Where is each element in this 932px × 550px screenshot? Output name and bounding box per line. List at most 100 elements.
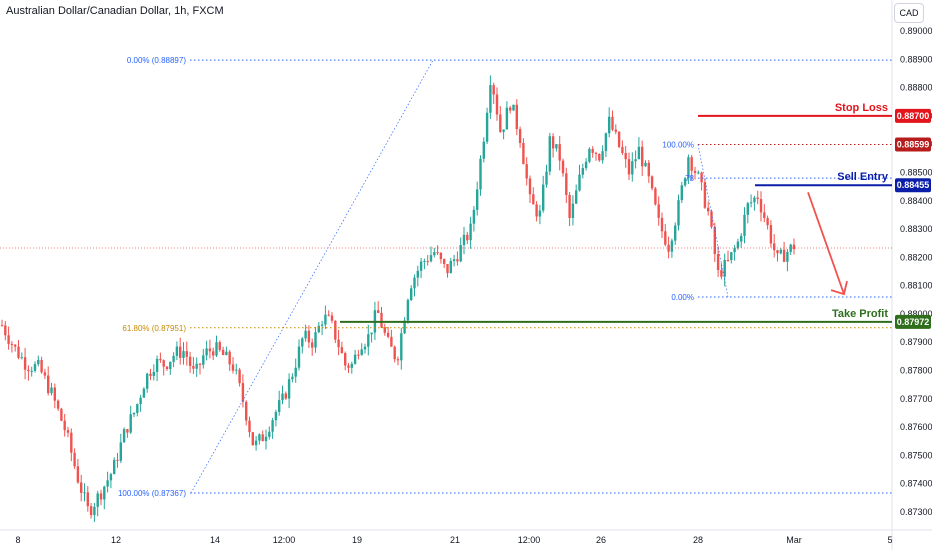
candle-body bbox=[136, 404, 139, 413]
candle-body bbox=[146, 373, 149, 389]
candle-body bbox=[221, 349, 225, 356]
candle-body bbox=[707, 207, 710, 212]
candle-body bbox=[89, 506, 93, 516]
candle-body bbox=[129, 414, 132, 433]
candle-body bbox=[324, 314, 327, 325]
candle-body bbox=[169, 361, 172, 370]
candle-body bbox=[172, 355, 175, 362]
candle-body bbox=[367, 334, 370, 347]
candle-body bbox=[730, 252, 733, 260]
candle-body bbox=[360, 349, 363, 355]
candle-body bbox=[291, 376, 294, 380]
candle-body bbox=[53, 387, 56, 401]
candle-body bbox=[126, 429, 129, 433]
candle-body bbox=[235, 369, 238, 371]
candle-body bbox=[238, 369, 241, 384]
candle-body bbox=[327, 314, 330, 316]
candle-body bbox=[264, 436, 268, 442]
candle-body bbox=[674, 225, 677, 241]
candle-body bbox=[175, 346, 179, 356]
candle-body bbox=[410, 288, 413, 300]
stop-loss-label: Stop Loss bbox=[835, 102, 888, 114]
candle-body bbox=[377, 310, 380, 313]
x-tick-label: 12:00 bbox=[518, 535, 541, 545]
currency-button[interactable]: CAD bbox=[894, 3, 924, 23]
x-tick-label: 5 bbox=[887, 535, 892, 545]
price-tag-label: 0.88700 bbox=[897, 111, 930, 121]
candle-body bbox=[763, 212, 766, 219]
y-tick-label: 0.87900 bbox=[900, 337, 932, 347]
candle-body bbox=[20, 357, 23, 359]
candle-body bbox=[192, 365, 195, 369]
candle-body bbox=[413, 277, 416, 289]
candle-body bbox=[113, 459, 116, 475]
candle-body bbox=[746, 203, 749, 215]
candle-body bbox=[215, 342, 218, 356]
candle-body bbox=[268, 431, 271, 437]
candle-body bbox=[314, 332, 317, 348]
candle-body bbox=[205, 348, 208, 356]
candle-body bbox=[439, 253, 443, 260]
candle-body bbox=[495, 94, 499, 115]
fib-small-trend bbox=[697, 144, 729, 298]
candle-body bbox=[650, 176, 654, 189]
y-tick-label: 0.88100 bbox=[900, 281, 932, 291]
candle-body bbox=[469, 223, 472, 241]
sell-arrow bbox=[807, 191, 845, 295]
candle-body bbox=[4, 325, 7, 336]
candle-body bbox=[23, 357, 27, 370]
y-tick-label: 0.87500 bbox=[900, 450, 932, 460]
candle-body bbox=[558, 144, 561, 161]
candle-body bbox=[386, 332, 390, 337]
candle-body bbox=[106, 480, 109, 487]
candle-body bbox=[380, 312, 383, 328]
candle-body bbox=[680, 185, 683, 201]
candle-body bbox=[525, 164, 528, 179]
candle-body bbox=[542, 184, 545, 211]
x-tick-label: 14 bbox=[210, 535, 220, 545]
candle-body bbox=[786, 251, 789, 262]
candle-body bbox=[723, 259, 726, 277]
candle-body bbox=[776, 250, 779, 254]
x-tick-label: 21 bbox=[450, 535, 460, 545]
candle-body bbox=[710, 211, 713, 227]
candle-body bbox=[304, 330, 307, 339]
candle-body bbox=[611, 116, 614, 130]
candle-body bbox=[578, 174, 581, 191]
candle-body bbox=[670, 240, 674, 252]
candle-body bbox=[782, 249, 786, 262]
candle-body bbox=[551, 136, 555, 149]
candle-body bbox=[152, 371, 155, 376]
candle-body bbox=[512, 104, 515, 111]
candle-body bbox=[86, 492, 89, 507]
candle-body bbox=[317, 325, 320, 333]
candle-body bbox=[634, 159, 637, 162]
candle-body bbox=[614, 129, 617, 132]
candle-body bbox=[301, 338, 304, 347]
candle-body bbox=[664, 231, 667, 245]
fib-small-label: 100.00% bbox=[662, 140, 694, 149]
x-tick-label: Mar bbox=[786, 535, 802, 545]
y-tick-label: 0.88900 bbox=[900, 54, 932, 64]
candle-body bbox=[63, 420, 66, 431]
candle-body bbox=[403, 320, 406, 334]
candle-body bbox=[165, 366, 169, 370]
candle-body bbox=[60, 408, 63, 421]
candle-body bbox=[212, 351, 215, 356]
candle-body bbox=[188, 356, 192, 366]
candle-body bbox=[248, 420, 251, 433]
candle-body bbox=[489, 85, 492, 113]
candle-body bbox=[452, 259, 456, 261]
candle-body bbox=[522, 143, 525, 165]
candle-body bbox=[627, 159, 631, 175]
candle-body bbox=[466, 234, 469, 241]
candle-body bbox=[344, 353, 347, 366]
x-tick-label: 12 bbox=[111, 535, 121, 545]
candle-body bbox=[598, 153, 601, 161]
candle-body bbox=[195, 363, 198, 369]
candle-body bbox=[159, 358, 162, 361]
candle-body bbox=[789, 244, 792, 252]
candle-body bbox=[759, 198, 763, 213]
price-tag-label: 0.88455 bbox=[897, 180, 930, 190]
